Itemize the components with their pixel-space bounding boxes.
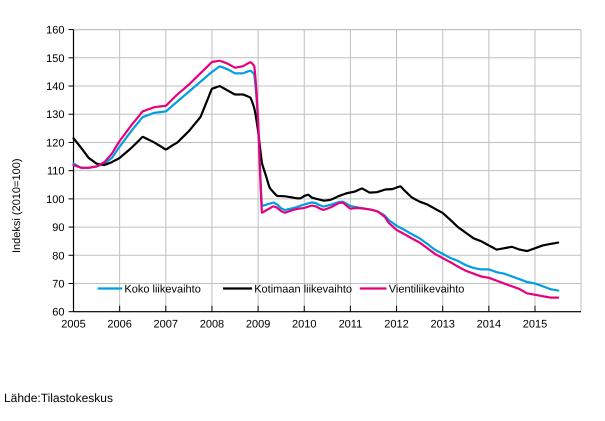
svg-text:2005: 2005 xyxy=(61,319,85,331)
svg-text:Koko liikevaihto: Koko liikevaihto xyxy=(124,284,200,296)
svg-text:Kotimaan liikevaihto: Kotimaan liikevaihto xyxy=(254,284,352,296)
svg-text:2006: 2006 xyxy=(107,319,131,331)
svg-text:130: 130 xyxy=(46,109,64,121)
svg-text:2015: 2015 xyxy=(523,319,547,331)
svg-text:Vientiliikevaihto: Vientiliikevaihto xyxy=(389,284,465,296)
svg-text:2008: 2008 xyxy=(200,319,224,331)
svg-text:150: 150 xyxy=(46,53,64,65)
svg-text:2013: 2013 xyxy=(430,319,454,331)
svg-text:70: 70 xyxy=(52,278,64,290)
svg-text:100: 100 xyxy=(46,194,64,206)
svg-text:2012: 2012 xyxy=(384,319,408,331)
svg-text:60: 60 xyxy=(52,307,64,319)
svg-text:2014: 2014 xyxy=(477,319,501,331)
svg-text:140: 140 xyxy=(46,81,64,93)
svg-text:2009: 2009 xyxy=(246,319,270,331)
svg-text:160: 160 xyxy=(46,25,64,37)
svg-text:90: 90 xyxy=(52,222,64,234)
svg-text:80: 80 xyxy=(52,250,64,262)
svg-text:2010: 2010 xyxy=(292,319,316,331)
svg-text:2007: 2007 xyxy=(154,319,178,331)
svg-text:110: 110 xyxy=(47,166,65,178)
svg-text:2011: 2011 xyxy=(339,319,363,331)
svg-text:120: 120 xyxy=(46,137,64,149)
